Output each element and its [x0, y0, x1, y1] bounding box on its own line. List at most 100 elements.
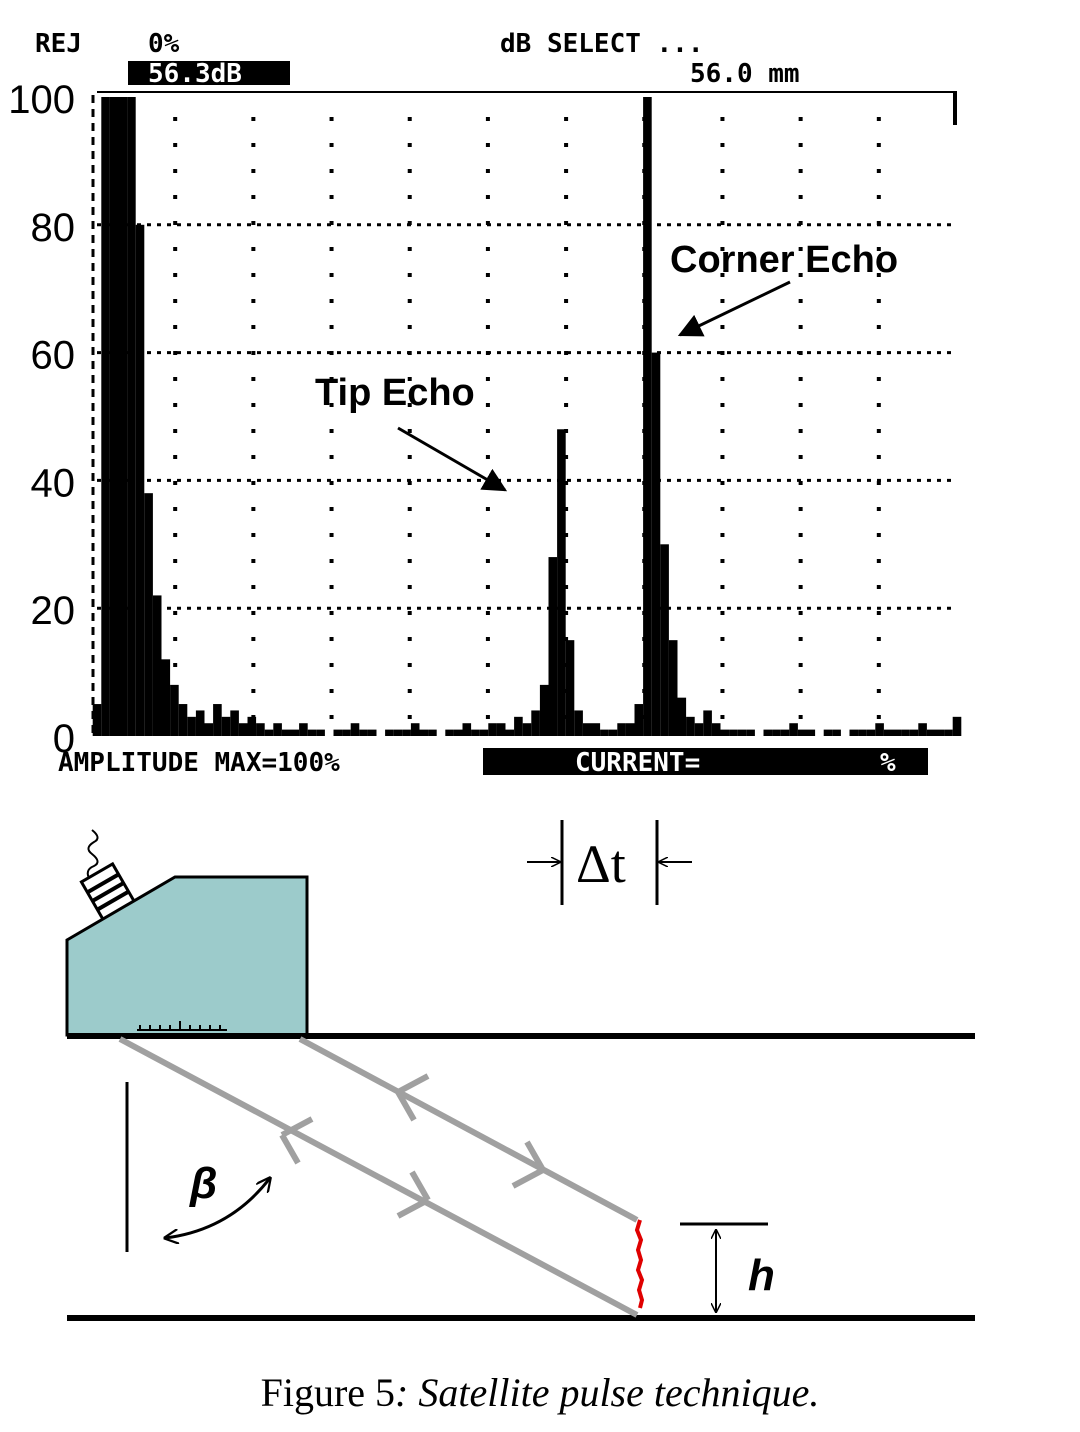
signal-bar — [737, 729, 747, 736]
signal-bar — [221, 716, 231, 736]
signal-bar — [514, 716, 523, 736]
signal-bar — [539, 684, 549, 736]
y-tick-label: 100 — [8, 78, 75, 122]
signal-bar — [720, 729, 730, 736]
signal-bar — [651, 352, 661, 736]
beam-arrow — [279, 1116, 314, 1165]
signal-bar — [892, 729, 902, 736]
signal-bar — [565, 640, 575, 736]
signal-bar — [204, 723, 214, 736]
signal-bar — [453, 729, 463, 736]
y-tick-label: 80 — [31, 206, 76, 250]
crack — [634, 1219, 645, 1309]
signal-bar — [729, 729, 738, 736]
signal-bar — [419, 729, 429, 736]
signal-bar — [230, 710, 239, 736]
signal-bar — [780, 729, 790, 736]
current-unit: % — [880, 748, 896, 778]
range: 56.0 mm — [690, 59, 800, 89]
signal-bar — [428, 729, 437, 736]
signal-bar — [264, 729, 274, 736]
signal-bar — [832, 729, 841, 736]
rej-label: REJ — [35, 29, 82, 59]
mode: dB SELECT ... — [500, 29, 704, 59]
signal-bar — [471, 729, 480, 736]
signal-bar — [127, 97, 136, 736]
signal-bar — [135, 224, 145, 737]
signal-bar — [643, 97, 652, 736]
current: CURRENT= — [575, 748, 700, 778]
y-tick-label: 40 — [31, 461, 76, 505]
signal-bar — [290, 729, 300, 736]
signal-bar — [746, 729, 755, 736]
signal-bar — [170, 684, 179, 736]
signal-bar — [909, 729, 919, 736]
signal-bar — [522, 723, 532, 736]
signal-bar — [178, 704, 188, 736]
beta: β — [189, 1159, 217, 1208]
signal-bar — [858, 729, 867, 736]
h-label: h — [748, 1251, 775, 1300]
signal-bar — [849, 729, 859, 736]
rej-value: 0% — [148, 29, 180, 59]
signal-bar — [686, 716, 695, 736]
signal-bar — [367, 729, 377, 736]
signal-bar — [591, 723, 601, 736]
annotation: Corner Echo — [670, 239, 898, 281]
signal-bar — [299, 723, 308, 736]
signal-bar — [496, 723, 506, 736]
signal-bar — [161, 659, 171, 736]
signal-bar — [333, 729, 343, 736]
signal-bar — [385, 729, 394, 736]
beam-arrow — [511, 1140, 546, 1189]
signal-bar — [660, 544, 669, 736]
signal-bar — [823, 729, 833, 736]
signal-bar — [488, 723, 497, 736]
beam-arrow — [396, 1170, 431, 1219]
signal-bar — [109, 97, 119, 736]
angle-arrow — [165, 1178, 270, 1238]
a-scan: REJ 0% 56.3dB dB SELECT ... 56.0 mm AMPL… — [8, 29, 962, 778]
signal-bar — [901, 729, 910, 736]
gain: 56.3dB — [148, 59, 242, 89]
signal-bar — [187, 716, 196, 736]
signal-bar — [479, 729, 489, 736]
beam-arrow — [395, 1073, 430, 1122]
wedge — [65, 875, 309, 1037]
signal-bar — [462, 723, 472, 736]
signal-bar — [256, 723, 265, 736]
signal-bar — [883, 729, 893, 736]
signal-bar — [359, 729, 368, 736]
y-tick-label: 60 — [31, 334, 76, 378]
signal-bar — [944, 729, 953, 736]
y-tick-label: 0 — [53, 717, 75, 761]
signal-bar — [625, 723, 635, 736]
signal-bar — [574, 710, 583, 736]
wedge-scale — [137, 1021, 227, 1031]
signal-bar — [350, 723, 360, 736]
signal-bar — [694, 723, 704, 736]
signal-bar — [634, 704, 644, 736]
probe-diagram: Δt β h — [65, 820, 975, 1321]
wire — [86, 829, 99, 881]
signal-bar — [617, 723, 626, 736]
signal-bar — [875, 723, 884, 736]
signal-bar — [247, 716, 257, 736]
signal-bar — [316, 729, 325, 736]
gain-box — [128, 61, 290, 85]
signal-bar — [866, 729, 876, 736]
signal-bar — [238, 723, 248, 736]
signal-bar — [582, 723, 592, 736]
signal-bar — [789, 723, 798, 736]
signal-bar — [505, 729, 515, 736]
signal-bar — [101, 97, 110, 736]
signal-bar — [548, 557, 558, 736]
caption: Figure 5: Satellite pulse technique. — [261, 1370, 820, 1415]
signal-bar — [677, 697, 687, 736]
signal-bar — [935, 729, 945, 736]
signal-bar — [703, 710, 712, 736]
caption-text: : Satellite pulse technique. — [395, 1370, 819, 1415]
signal-bar — [952, 716, 962, 736]
current-box — [483, 748, 928, 775]
signal-bar — [213, 704, 222, 736]
